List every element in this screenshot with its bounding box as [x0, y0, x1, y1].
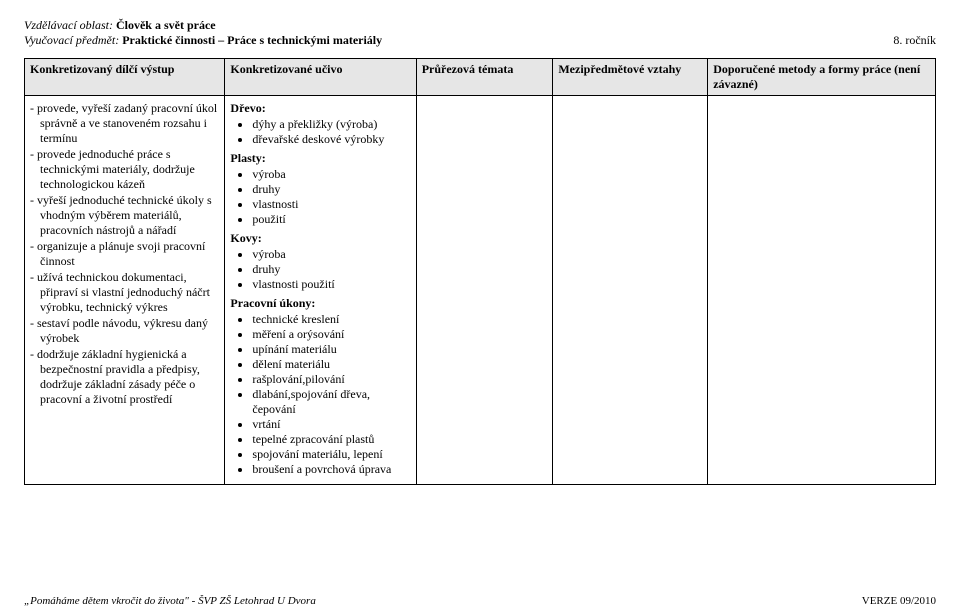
cell-mezipredmet [553, 96, 708, 485]
kovy-item: vlastnosti použití [252, 277, 410, 292]
footer-right: VERZE 09/2010 [862, 595, 936, 607]
plasty-item: vlastnosti [252, 197, 410, 212]
outcome-item: organizuje a plánuje svoji pracovní činn… [30, 239, 219, 269]
plasty-label: Plasty: [230, 151, 410, 166]
kovy-item: výroba [252, 247, 410, 262]
cell-outcomes: provede, vyřeší zadaný pracovní úkol spr… [25, 96, 225, 485]
header2-label: Vyučovací předmět: [24, 33, 119, 47]
table-row: provede, vyřeší zadaný pracovní úkol spr… [25, 96, 936, 485]
ukony-item: vrtání [252, 417, 410, 432]
cell-ucivo: Dřevo: dýhy a překližky (výroba)dřevařsk… [225, 96, 416, 485]
outcome-item: dodržuje základní hygienická a bezpečnos… [30, 347, 219, 407]
outcome-item: sestaví podle návodu, výkresu daný výrob… [30, 316, 219, 346]
ukony-item: dělení materiálu [252, 357, 410, 372]
outcomes-list: provede, vyřeší zadaný pracovní úkol spr… [30, 101, 219, 407]
outcome-item: provede jednoduché práce s technickými m… [30, 147, 219, 192]
ukony-item: broušení a povrchová úprava [252, 462, 410, 477]
header1-value: Člověk a svět práce [116, 18, 216, 32]
col-header-2: Konkretizované učivo [225, 59, 416, 96]
ukony-item: upínání materiálu [252, 342, 410, 357]
kovy-item: druhy [252, 262, 410, 277]
footer-quote: „Pomáháme dětem vkročit do života" [24, 595, 189, 607]
ukony-item: měření a orýsování [252, 327, 410, 342]
ukony-item: tepelné zpracování plastů [252, 432, 410, 447]
kovy-list: výrobadruhyvlastnosti použití [230, 247, 410, 292]
header2-value: Praktické činnosti – Práce s technickými… [122, 33, 382, 47]
ukony-item: dlabání,spojování dřeva, čepování [252, 387, 410, 417]
header-right: 8. ročník [893, 33, 936, 48]
header1-label: Vzdělávací oblast: [24, 18, 113, 32]
ukony-list: technické kresleníměření a orýsováníupín… [230, 312, 410, 477]
header-line2: Vyučovací předmět: Praktické činnosti – … [24, 33, 936, 48]
footer-suffix: - ŠVP ZŠ Letohrad U Dvora [189, 595, 316, 607]
plasty-item: druhy [252, 182, 410, 197]
cell-metody [708, 96, 936, 485]
ukony-item: spojování materiálu, lepení [252, 447, 410, 462]
plasty-list: výrobadruhyvlastnostipoužití [230, 167, 410, 227]
table-header-row: Konkretizovaný dílčí výstup Konkretizova… [25, 59, 936, 96]
drevo-label: Dřevo: [230, 101, 410, 116]
ukony-item: rašplování,pilování [252, 372, 410, 387]
col-header-4: Mezipředmětové vztahy [553, 59, 708, 96]
drevo-item: dýhy a překližky (výroba) [252, 117, 410, 132]
ukony-label: Pracovní úkony: [230, 296, 410, 311]
col-header-1: Konkretizovaný dílčí výstup [25, 59, 225, 96]
outcome-item: vyřeší jednoduché technické úkoly s vhod… [30, 193, 219, 238]
outcome-item: užívá technickou dokumentaci, připraví s… [30, 270, 219, 315]
page-footer: „Pomáháme dětem vkročit do života" - ŠVP… [24, 595, 936, 607]
drevo-item: dřevařské deskové výrobky [252, 132, 410, 147]
cell-prurezova [416, 96, 553, 485]
plasty-item: použití [252, 212, 410, 227]
curriculum-table: Konkretizovaný dílčí výstup Konkretizova… [24, 58, 936, 485]
kovy-label: Kovy: [230, 231, 410, 246]
col-header-3: Průřezová témata [416, 59, 553, 96]
ukony-item: technické kreslení [252, 312, 410, 327]
header-line1: Vzdělávací oblast: Člověk a svět práce [24, 18, 936, 33]
outcome-item: provede, vyřeší zadaný pracovní úkol spr… [30, 101, 219, 146]
col-header-5: Doporučené metody a formy práce (není zá… [708, 59, 936, 96]
plasty-item: výroba [252, 167, 410, 182]
drevo-list: dýhy a překližky (výroba)dřevařské desko… [230, 117, 410, 147]
